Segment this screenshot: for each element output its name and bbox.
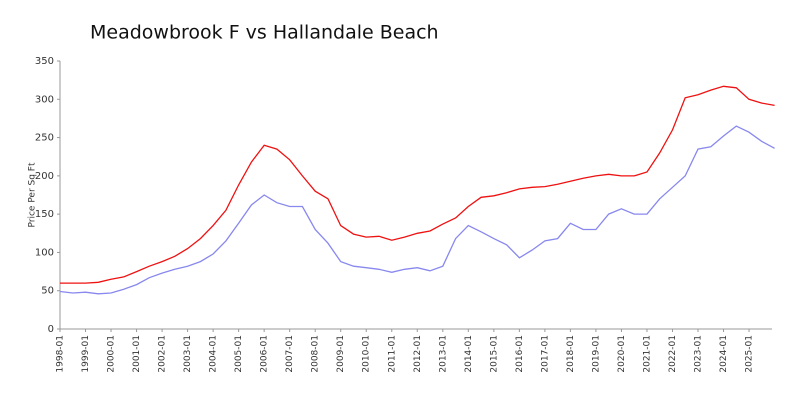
x-tick-label: 2019-01	[591, 335, 601, 373]
x-tick-label: 2009-01	[336, 335, 346, 373]
y-tick-label: 0	[48, 324, 54, 335]
y-tick-label: 50	[41, 286, 54, 297]
x-tick-label: 2021-01	[642, 335, 652, 373]
y-tick-label: 200	[35, 171, 54, 182]
x-tick-label: 2017-01	[540, 335, 550, 373]
x-tick-label: 2016-01	[515, 335, 525, 373]
x-tick-label: 2005-01	[234, 335, 244, 373]
x-tick-label: 2020-01	[617, 335, 627, 373]
x-tick-label: 2022-01	[668, 335, 678, 373]
x-tick-label: 2002-01	[158, 335, 168, 373]
line-series	[59, 125, 775, 295]
x-tick-label: 2012-01	[413, 335, 423, 373]
x-tick-label: 2023-01	[694, 335, 704, 373]
y-axis-label: Price Per Sq Ft	[28, 162, 38, 227]
y-tick-label: 150	[35, 209, 54, 220]
line-series	[60, 85, 775, 284]
x-tick-label: 1998-01	[56, 335, 66, 373]
x-tick-label: 2004-01	[209, 335, 219, 373]
x-tick-label: 1999-01	[81, 335, 91, 373]
x-tick-label: 2015-01	[489, 335, 499, 373]
y-tick-label: 250	[35, 133, 54, 144]
x-tick-label: 2011-01	[387, 335, 397, 373]
x-tick-label: 2010-01	[362, 335, 372, 373]
x-tick-label: 2008-01	[311, 335, 321, 373]
y-tick-label: 100	[35, 247, 54, 258]
x-tick-label: 2007-01	[285, 335, 295, 373]
x-tick-label: 2006-01	[260, 335, 270, 373]
x-tick-label: 2013-01	[438, 335, 448, 373]
y-tick-label: 300	[35, 94, 54, 105]
x-tick-label: 2001-01	[132, 335, 142, 373]
x-tick-label: 2018-01	[566, 335, 576, 373]
chart-title: Meadowbrook F vs Hallandale Beach	[90, 22, 439, 44]
x-tick-label: 2025-01	[745, 335, 755, 373]
x-tick-label: 2000-01	[107, 335, 117, 373]
x-tick-label: 2014-01	[464, 335, 474, 373]
x-tick-label: 2024-01	[719, 335, 729, 373]
y-tick-label: 350	[35, 56, 54, 67]
x-tick-label: 2003-01	[183, 335, 193, 373]
